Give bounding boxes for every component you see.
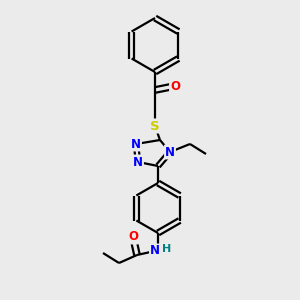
Text: H: H (162, 244, 172, 254)
Text: O: O (170, 80, 180, 92)
Text: N: N (150, 244, 160, 257)
Text: N: N (165, 146, 175, 158)
Text: N: N (131, 137, 141, 151)
Text: S: S (150, 119, 160, 133)
Text: N: N (133, 155, 143, 169)
Text: O: O (128, 230, 138, 244)
